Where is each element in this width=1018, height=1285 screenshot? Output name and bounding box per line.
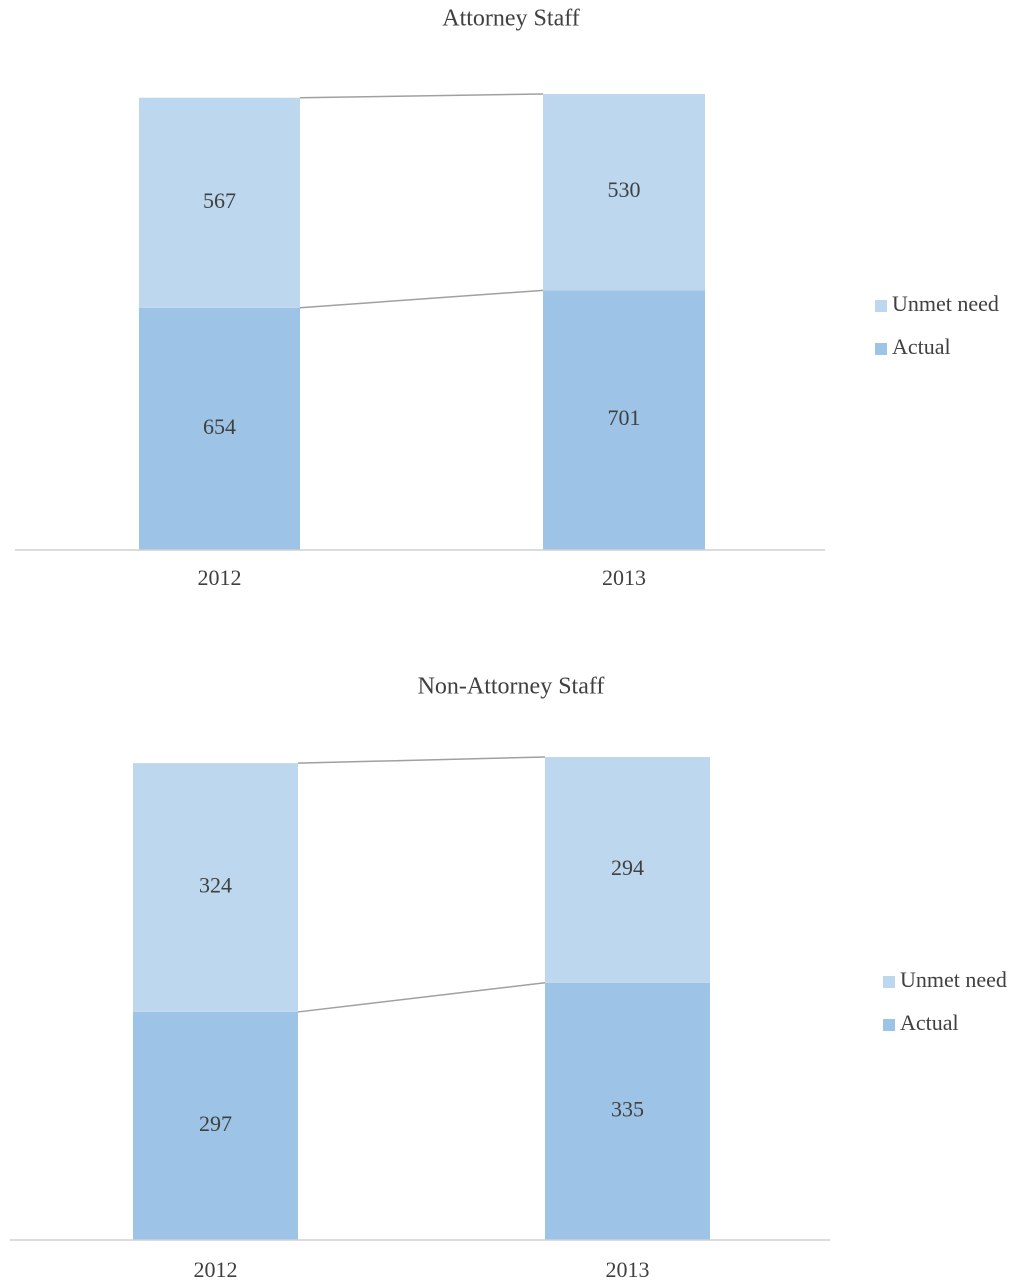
legend-label: Actual: [900, 1010, 959, 1035]
series-line: [297, 756, 546, 764]
legend-swatch: [875, 343, 887, 355]
data-label: 654: [203, 414, 236, 439]
data-label: 701: [608, 405, 641, 430]
series-line: [297, 982, 546, 1013]
legend-swatch: [883, 976, 895, 988]
chart-title: Non-Attorney Staff: [418, 674, 605, 700]
data-label: 297: [199, 1111, 232, 1136]
data-label: 530: [608, 177, 641, 202]
bar-segment: [543, 290, 705, 550]
series-line: [299, 93, 544, 99]
data-label: 335: [611, 1096, 644, 1121]
legend-label: Unmet need: [900, 967, 1007, 992]
bar-segment: [545, 982, 710, 1240]
series-line: [299, 289, 544, 309]
bar-segment: [139, 307, 300, 550]
x-tick-label: 2013: [602, 565, 646, 590]
data-label: 294: [611, 855, 644, 880]
legend-label: Unmet need: [892, 291, 999, 316]
bar-segment: [545, 757, 710, 983]
legend-label: Actual: [892, 334, 951, 359]
data-label: 567: [203, 188, 236, 213]
chart-title: Attorney Staff: [442, 6, 580, 32]
legend-swatch: [875, 300, 887, 312]
bar-segment: [133, 763, 298, 1012]
x-tick-label: 2012: [194, 1257, 238, 1282]
x-tick-label: 2013: [606, 1257, 650, 1282]
bar-segment: [139, 97, 300, 308]
bar-segment: [133, 1011, 298, 1240]
legend-swatch: [883, 1019, 895, 1031]
bar-segment: [543, 94, 705, 291]
data-label: 324: [199, 873, 232, 898]
x-tick-label: 2012: [198, 565, 242, 590]
